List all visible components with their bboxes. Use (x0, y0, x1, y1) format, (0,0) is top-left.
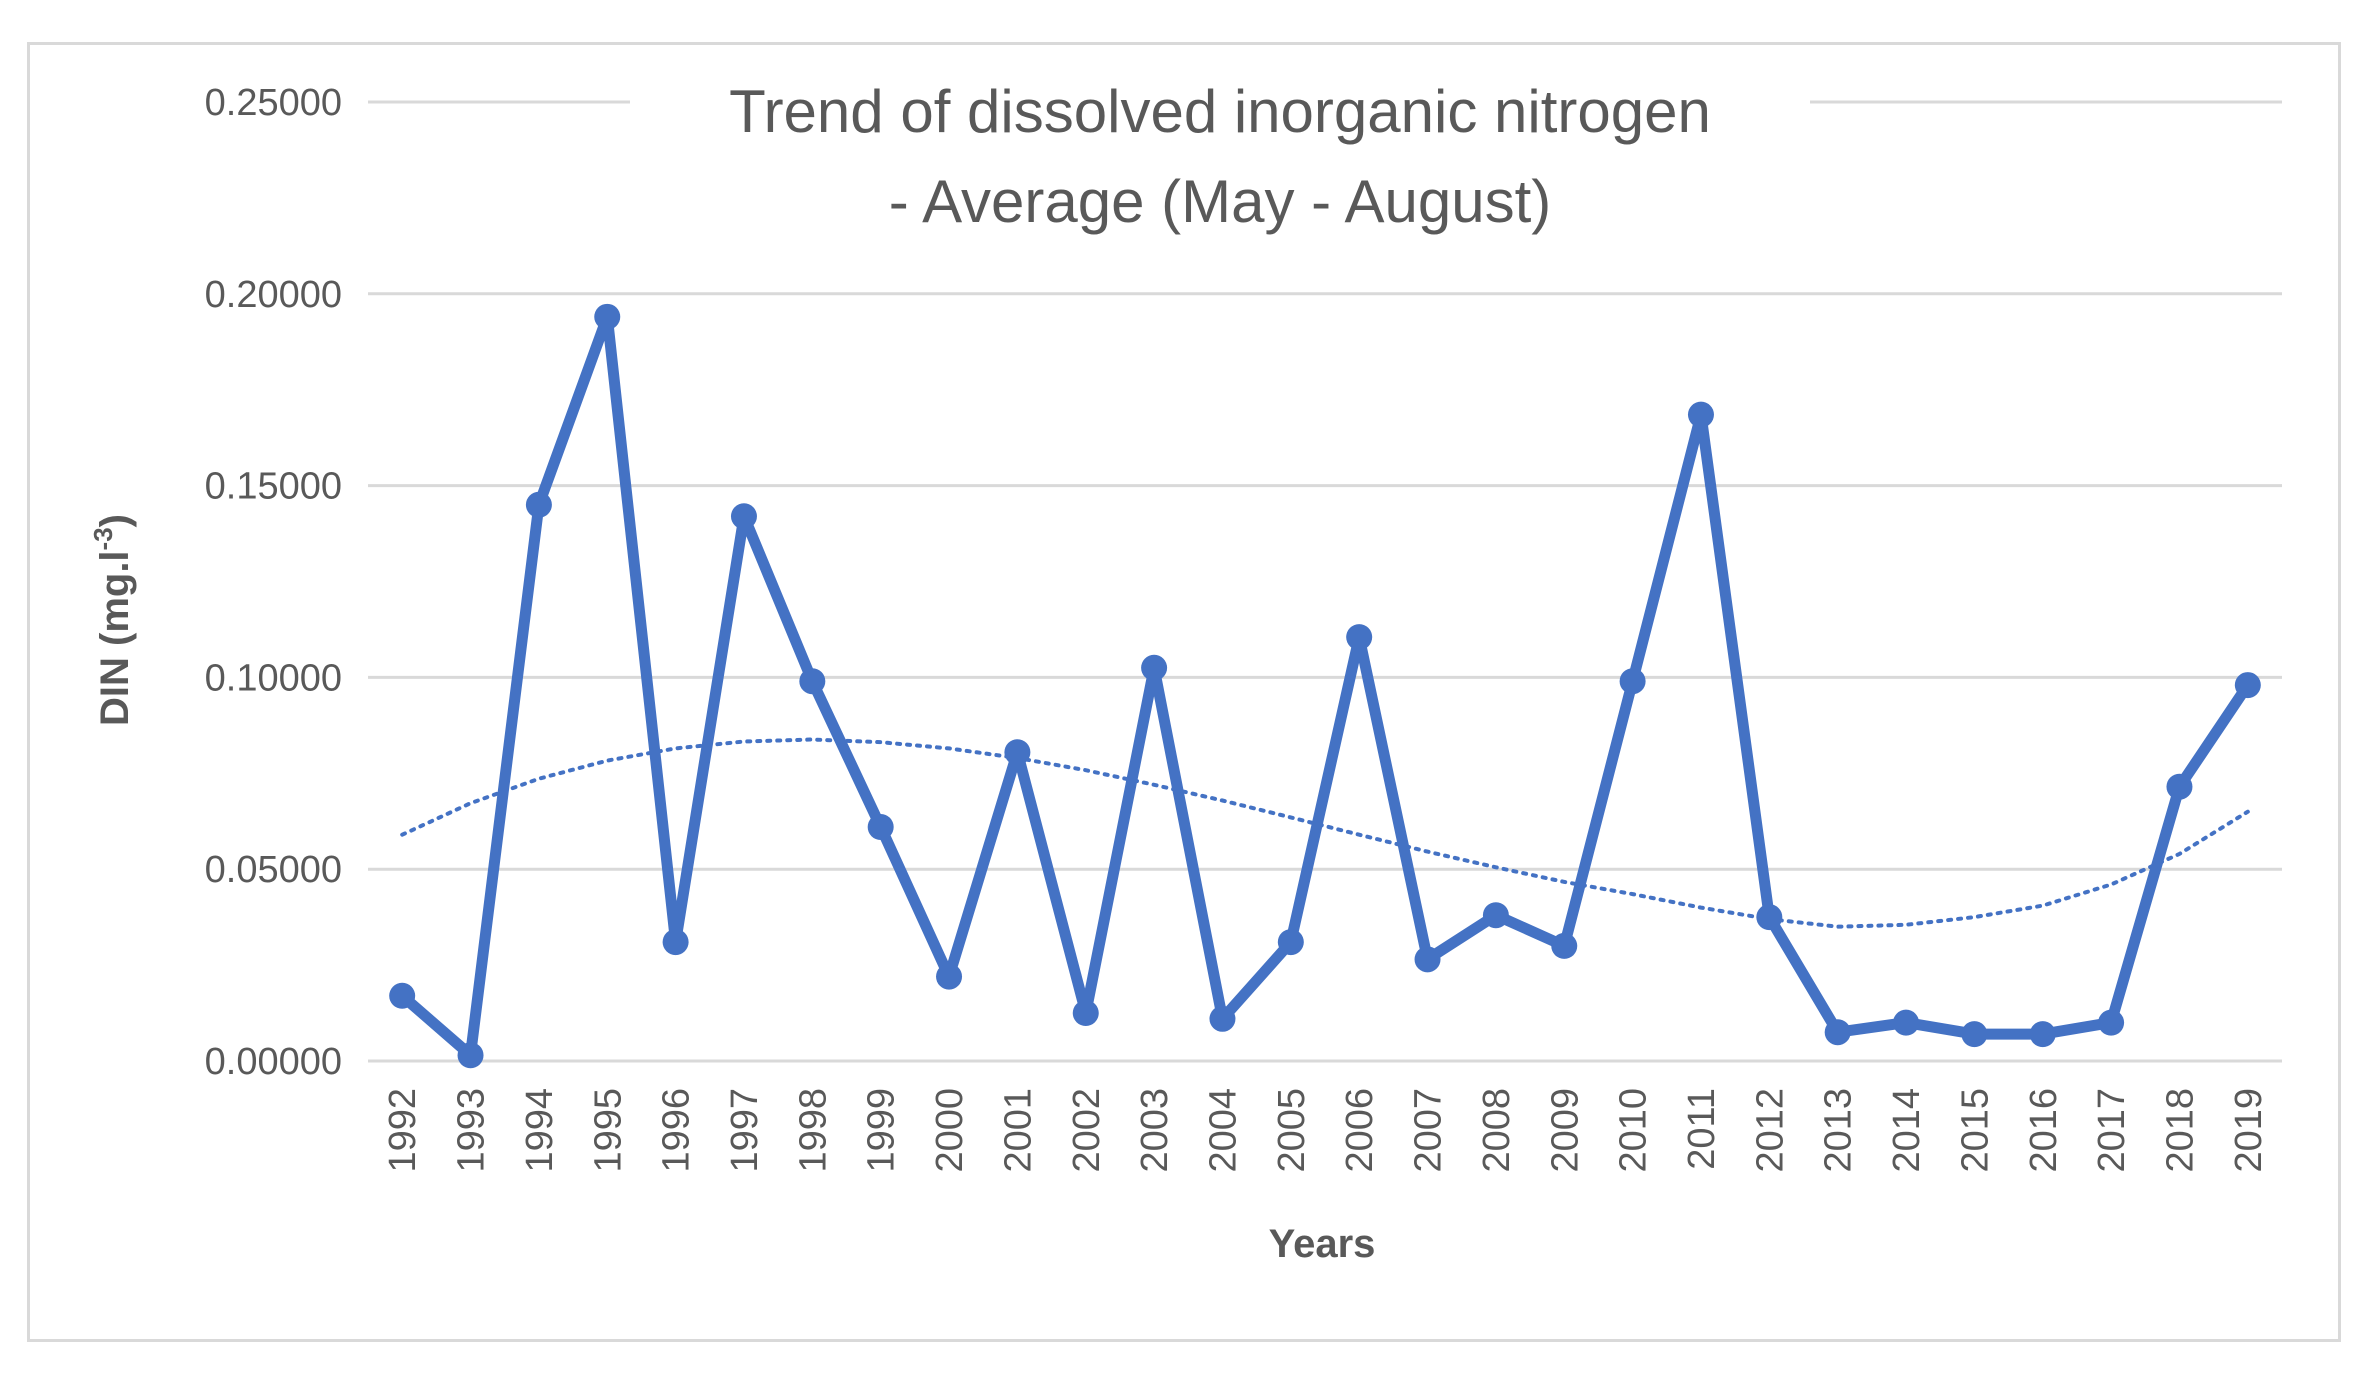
x-tick-label: 2000 (929, 1088, 971, 1173)
data-point-2000 (936, 963, 963, 990)
data-point-1993 (457, 1042, 484, 1069)
x-tick-label: 1994 (519, 1088, 561, 1173)
data-point-1995 (594, 303, 621, 330)
data-point-2006 (1346, 624, 1373, 651)
data-point-2013 (1824, 1019, 1851, 1046)
data-point-2004 (1209, 1005, 1236, 1032)
data-point-2005 (1277, 929, 1304, 956)
y-tick-label: 0.25000 (205, 82, 342, 124)
y-tick-label: 0.10000 (205, 657, 342, 699)
x-tick-label: 1997 (724, 1088, 766, 1173)
data-point-2019 (2234, 672, 2261, 699)
x-tick-label: 2016 (2023, 1088, 2065, 1173)
x-tick-label: 2019 (2228, 1088, 2270, 1173)
data-point-1998 (799, 668, 826, 695)
x-tick-label: 1992 (382, 1088, 424, 1173)
series-line (396, 311, 2254, 1061)
y-axis-title: DIN (mg.l-3) (88, 514, 137, 726)
y-axis-title-close: ) (93, 514, 137, 527)
title-background (630, 70, 1810, 260)
x-tick-label: 2009 (1544, 1088, 1586, 1173)
x-tick-label: 2003 (1134, 1088, 1176, 1173)
data-point-2011 (1687, 401, 1714, 428)
y-tick-label: 0.00000 (205, 1041, 342, 1083)
x-tick-label: 2004 (1202, 1088, 1244, 1173)
data-point-2007 (1414, 946, 1441, 973)
x-tick-label: 2005 (1271, 1088, 1313, 1173)
x-tick-label: 2014 (1886, 1088, 1928, 1173)
x-tick-label: 1998 (792, 1088, 834, 1173)
data-point-2003 (1141, 654, 1168, 681)
x-axis-ticks: 1992 1993 1994 1995 1996 1997 1998 1999 2000 2001… (382, 1088, 2270, 1173)
chart-title-line-2: - Average (May - August) (889, 168, 1552, 235)
x-tick-label: 2001 (997, 1088, 1039, 1173)
y-axis-title-main: DIN (mg.l (93, 550, 137, 726)
x-tick-label: 2002 (1066, 1088, 1108, 1173)
x-tick-label: 2018 (2159, 1088, 2201, 1173)
chart-title-line-1: Trend of dissolved inorganic nitrogen (729, 78, 1711, 145)
x-tick-label: 2011 (1681, 1088, 1723, 1170)
x-tick-label: 2017 (2091, 1088, 2133, 1173)
data-point-2009 (1551, 932, 1578, 959)
data-point-2008 (1482, 902, 1509, 929)
data-point-2018 (2166, 773, 2193, 800)
data-point-1999 (867, 814, 894, 841)
data-point-2012 (1756, 904, 1783, 931)
x-tick-label: 2013 (1818, 1088, 1860, 1173)
data-point-1994 (525, 491, 552, 518)
x-tick-label: 2008 (1476, 1088, 1518, 1173)
data-point-1992 (389, 982, 416, 1009)
y-axis-ticks: 0.00000 0.05000 0.10000 0.15000 0.20000 0.250… (205, 82, 342, 1083)
data-point-1997 (730, 503, 757, 530)
data-point-2014 (1893, 1009, 1920, 1036)
x-tick-label: 2007 (1408, 1088, 1450, 1173)
data-point-2001 (1004, 739, 1031, 766)
x-tick-label: 1999 (861, 1088, 903, 1173)
data-point-2002 (1072, 1000, 1099, 1027)
data-point-2015 (1961, 1021, 1988, 1048)
data-point-1996 (662, 929, 689, 956)
x-axis-title: Years (1269, 1222, 1376, 1266)
x-tick-label: 2012 (1749, 1088, 1791, 1173)
y-tick-label: 0.20000 (205, 274, 342, 316)
data-point-2017 (2098, 1009, 2125, 1036)
x-tick-label: 2006 (1339, 1088, 1381, 1173)
y-axis-title-superscript: -3 (88, 527, 118, 550)
x-tick-label: 1996 (656, 1088, 698, 1173)
x-tick-label: 2010 (1613, 1088, 1655, 1173)
series-group (389, 303, 2261, 1069)
y-tick-label: 0.15000 (205, 466, 342, 508)
x-tick-label: 1993 (451, 1088, 493, 1173)
data-point-2010 (1619, 668, 1646, 695)
y-tick-label: 0.05000 (205, 849, 342, 891)
x-tick-label: 2015 (1954, 1088, 1996, 1173)
x-tick-label: 1995 (587, 1088, 629, 1173)
data-point-2016 (2029, 1021, 2056, 1048)
